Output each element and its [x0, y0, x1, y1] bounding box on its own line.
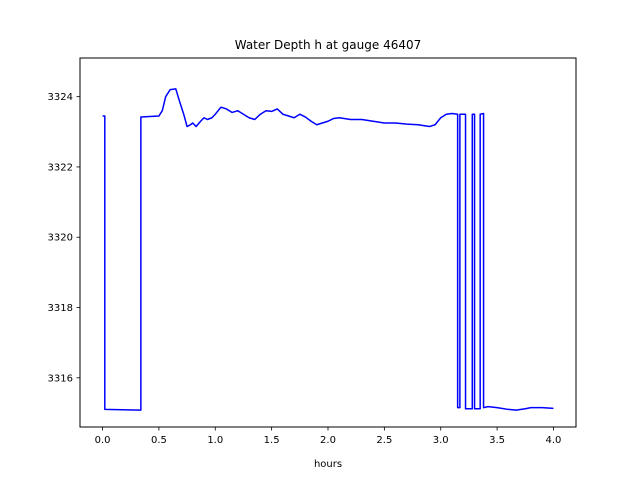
- x-tick-label: 1.0: [207, 435, 223, 446]
- y-tick-label: 3320: [48, 233, 73, 244]
- chart-title: Water Depth h at gauge 46407: [235, 38, 422, 52]
- x-tick-label: 3.5: [489, 435, 505, 446]
- y-axis: 3316 3318 3320 3322 3324: [48, 92, 80, 384]
- x-axis-label: hours: [314, 459, 342, 470]
- plot-frame: [79, 57, 577, 428]
- x-tick-label: 2.5: [376, 435, 392, 446]
- y-tick-label: 3322: [48, 162, 73, 173]
- x-tick-label: 2.0: [320, 435, 336, 446]
- series-line-0: [102, 88, 554, 411]
- y-tick-label: 3318: [48, 303, 73, 314]
- y-tick-label: 3316: [48, 373, 73, 384]
- x-tick-label: 1.5: [264, 435, 280, 446]
- x-tick-label: 4.0: [546, 435, 562, 446]
- x-axis: 0.0 0.5 1.0 1.5 2.0 2.5 3.0 3.5 4.0: [95, 427, 562, 446]
- plot-area: [102, 88, 554, 411]
- x-tick-label: 3.0: [433, 435, 449, 446]
- x-tick-label: 0.5: [151, 435, 167, 446]
- x-tick-label: 0.0: [95, 435, 111, 446]
- y-tick-label: 3324: [48, 92, 73, 103]
